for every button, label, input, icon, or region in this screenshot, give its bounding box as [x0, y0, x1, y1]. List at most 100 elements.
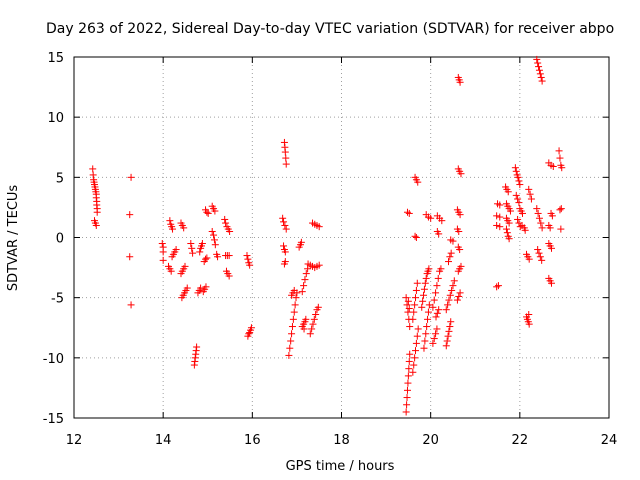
data-point	[445, 296, 453, 304]
data-point	[280, 242, 288, 250]
data-point	[214, 253, 222, 261]
data-point	[208, 227, 216, 235]
data-point	[204, 209, 212, 217]
data-point	[445, 258, 452, 266]
data-point	[202, 283, 210, 291]
y-tick-label: 0	[56, 232, 64, 247]
data-point	[536, 253, 544, 261]
data-point	[196, 248, 204, 256]
y-tick-label: -15	[43, 412, 64, 427]
data-point	[402, 408, 410, 416]
data-point	[286, 344, 294, 352]
data-point	[414, 178, 422, 186]
data-point	[448, 286, 456, 294]
data-point	[535, 66, 543, 74]
data-point	[433, 282, 441, 290]
data-point	[403, 401, 411, 409]
data-point	[193, 343, 201, 351]
data-point	[450, 277, 458, 285]
data-point	[533, 205, 541, 213]
data-point	[433, 325, 441, 333]
data-point	[430, 335, 438, 343]
data-point	[432, 330, 440, 338]
y-tick-label: 5	[56, 171, 64, 186]
data-point	[422, 330, 430, 338]
data-point	[449, 282, 457, 290]
data-point	[548, 212, 556, 220]
data-point	[512, 167, 520, 175]
data-point	[521, 226, 529, 234]
data-point	[556, 154, 564, 162]
data-point	[243, 252, 251, 260]
data-point	[425, 301, 433, 309]
data-point	[511, 164, 519, 172]
data-point	[279, 214, 287, 222]
data-point	[432, 313, 440, 321]
data-point	[546, 224, 554, 232]
data-point	[211, 207, 219, 215]
data-point	[419, 297, 427, 305]
data-point	[514, 215, 522, 223]
data-point	[420, 344, 428, 352]
data-point	[424, 315, 432, 323]
x-tick-label: 20	[422, 433, 439, 448]
chart-title: Day 263 of 2022, Sidereal Day-to-day VTE…	[46, 21, 614, 37]
data-point	[438, 217, 446, 225]
data-point	[226, 227, 234, 235]
data-point	[412, 234, 420, 241]
data-point	[449, 237, 457, 245]
data-point	[537, 219, 545, 227]
data-point	[421, 279, 429, 287]
data-point	[282, 154, 290, 162]
data-point	[535, 63, 543, 71]
data-point	[526, 190, 534, 198]
data-point	[301, 276, 309, 284]
data-point	[534, 246, 542, 254]
data-point	[197, 284, 205, 292]
data-point	[496, 201, 504, 209]
grid	[74, 57, 609, 418]
data-point	[442, 306, 450, 314]
data-point	[505, 235, 513, 243]
data-point	[558, 164, 566, 172]
data-point	[411, 232, 419, 240]
data-point	[183, 284, 191, 292]
data-point	[187, 240, 195, 248]
data-point	[493, 221, 501, 229]
data-point	[210, 231, 218, 239]
data-point	[447, 249, 455, 257]
y-axis: -15 -10 -5 0 5 10 15	[43, 51, 609, 427]
data-point	[158, 240, 166, 248]
data-point	[514, 173, 522, 181]
data-point	[456, 246, 464, 254]
data-point	[302, 270, 310, 278]
data-point	[404, 372, 412, 380]
data-point	[314, 303, 322, 311]
data-point	[290, 308, 298, 316]
data-point	[409, 368, 417, 376]
data-point	[413, 279, 421, 287]
data-point	[429, 339, 437, 347]
data-point	[167, 267, 175, 275]
data-point	[515, 177, 523, 185]
x-tick-label: 14	[155, 433, 172, 448]
data-point	[420, 285, 428, 293]
data-point	[525, 185, 533, 193]
data-point	[188, 244, 196, 252]
data-point	[427, 214, 435, 222]
data-point	[403, 394, 411, 402]
x-tick-label: 22	[512, 433, 529, 448]
data-point	[423, 323, 431, 331]
data-point	[534, 59, 542, 67]
data-point	[512, 191, 520, 199]
data-point	[516, 181, 524, 189]
data-point	[211, 241, 219, 249]
data-point	[244, 255, 252, 263]
data-point	[444, 301, 452, 309]
data-point	[525, 311, 533, 319]
data-point	[435, 306, 443, 314]
data-series	[89, 55, 566, 416]
data-point	[288, 330, 296, 338]
data-point	[282, 160, 290, 168]
